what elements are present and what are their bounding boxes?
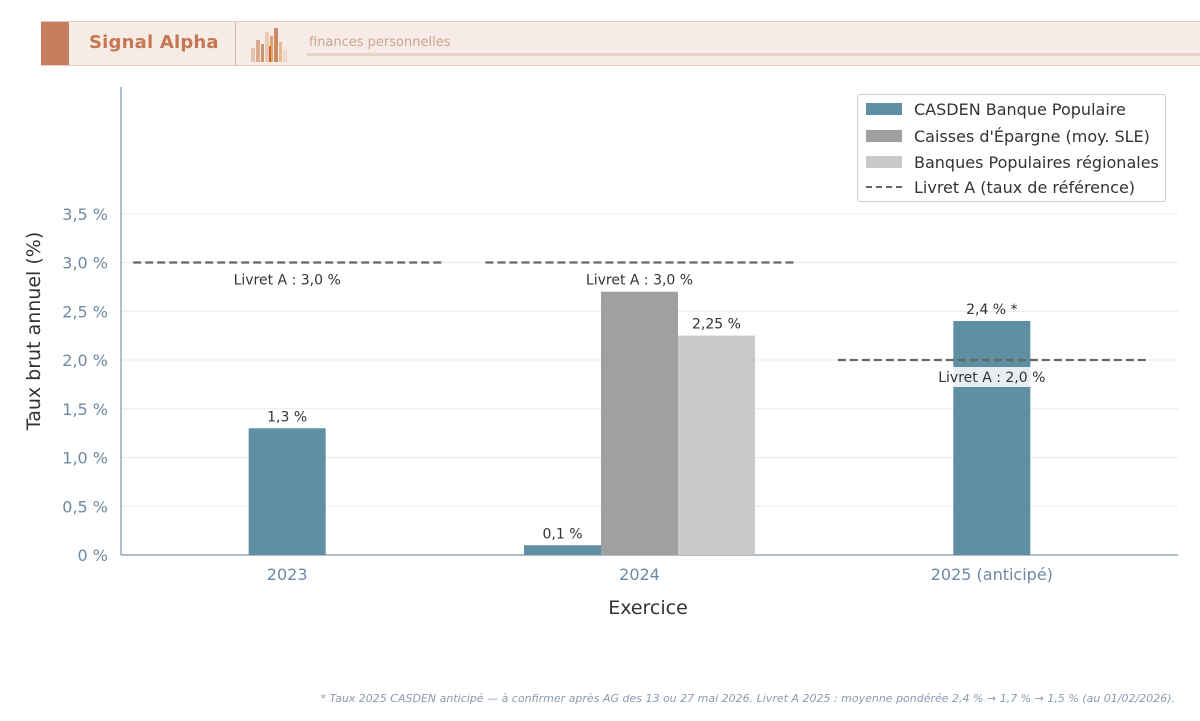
legend-item-casden: CASDEN Banque Populaire	[866, 99, 1126, 119]
legend-item-livret-a: Livret A (taux de référence)	[866, 177, 1135, 197]
chart-legend: CASDEN Banque Populaire Caisses d'Épargn…	[857, 94, 1166, 202]
x-tick-label: 2023	[267, 565, 308, 584]
bar-2-1	[678, 335, 755, 555]
livret-a-label: Livret A : 2,0 %	[938, 370, 1045, 386]
brand-header: Signal Alpha finances personnelles	[41, 21, 1200, 66]
y-tick-label: 0 %	[78, 546, 108, 565]
livret-a-label: Livret A : 3,0 %	[586, 273, 693, 289]
livret-a-label-bg	[928, 367, 1056, 387]
legend-swatch-banques-populaires	[866, 156, 902, 168]
legend-dash-livret-a	[866, 186, 902, 188]
y-tick-label: 0,5 %	[62, 497, 108, 516]
bar-chart-logo-icon	[251, 28, 287, 62]
y-tick-label: 3,0 %	[62, 254, 108, 273]
y-tick-label: 1,5 %	[62, 400, 108, 419]
legend-label-banques-populaires: Banques Populaires régionales	[914, 152, 1159, 172]
legend-item-caisses-epargne: Caisses d'Épargne (moy. SLE)	[866, 126, 1150, 146]
y-tick-label: 2,0 %	[62, 351, 108, 370]
livret-a-label-bg	[575, 269, 704, 290]
x-axis-title: Exercice	[608, 597, 688, 619]
brand-swatch	[41, 22, 69, 65]
brand-divider	[235, 22, 236, 65]
legend-label-caisses-epargne: Caisses d'Épargne (moy. SLE)	[914, 126, 1150, 146]
bar-0-2	[953, 321, 1031, 555]
brand-rule	[307, 53, 1200, 56]
y-tick-label: 2,5 %	[62, 302, 108, 321]
bar-value-label: 2,4 % *	[966, 302, 1017, 318]
bar-value-label: 1,3 %	[267, 409, 307, 425]
y-tick-label: 3,5 %	[62, 205, 108, 224]
livret-a-label: Livret A : 3,0 %	[234, 273, 341, 289]
legend-label-livret-a: Livret A (taux de référence)	[914, 177, 1136, 197]
y-tick-label: 1,0 %	[62, 449, 108, 468]
brand-tagline: finances personnelles	[309, 35, 451, 50]
chart-footnote: * Taux 2025 CASDEN anticipé — à confirme…	[320, 692, 1175, 705]
legend-swatch-caisses-epargne	[866, 130, 902, 142]
bar-0-1	[524, 545, 601, 555]
legend-label-casden: CASDEN Banque Populaire	[914, 99, 1126, 119]
legend-item-banques-populaires: Banques Populaires régionales	[866, 152, 1159, 172]
x-tick-label: 2024	[619, 565, 660, 584]
brand-name: Signal Alpha	[89, 32, 219, 53]
bar-value-label: 2,25 %	[692, 317, 741, 333]
livret-a-label-bg	[223, 269, 351, 290]
bar-0-0	[248, 428, 326, 555]
y-axis-title: Taux brut annuel (%)	[23, 232, 45, 432]
bar-value-label: 0,1 %	[542, 526, 582, 542]
bar-1-1	[601, 291, 678, 555]
legend-swatch-casden	[866, 103, 902, 115]
x-tick-label: 2025 (anticipé)	[931, 565, 1053, 584]
